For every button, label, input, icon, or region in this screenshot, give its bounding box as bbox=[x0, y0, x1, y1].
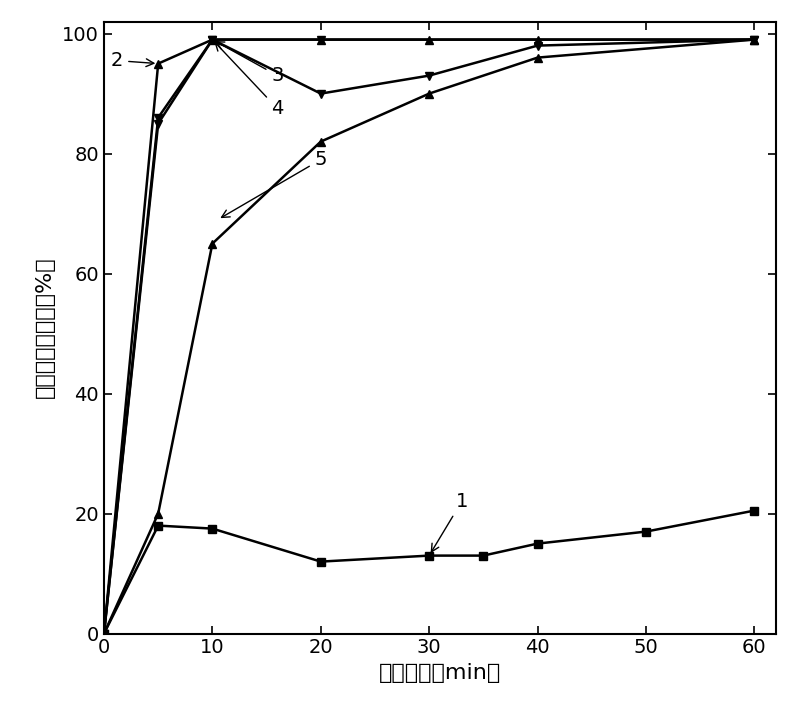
Text: 3: 3 bbox=[216, 42, 284, 85]
Text: 1: 1 bbox=[431, 492, 468, 552]
Y-axis label: 二苯并噎转化率（%）: 二苯并噎转化率（%） bbox=[35, 257, 55, 398]
X-axis label: 反应时间（min）: 反应时间（min） bbox=[379, 663, 501, 683]
Text: 2: 2 bbox=[111, 51, 154, 70]
Text: 4: 4 bbox=[215, 42, 284, 118]
Text: 5: 5 bbox=[222, 150, 327, 217]
